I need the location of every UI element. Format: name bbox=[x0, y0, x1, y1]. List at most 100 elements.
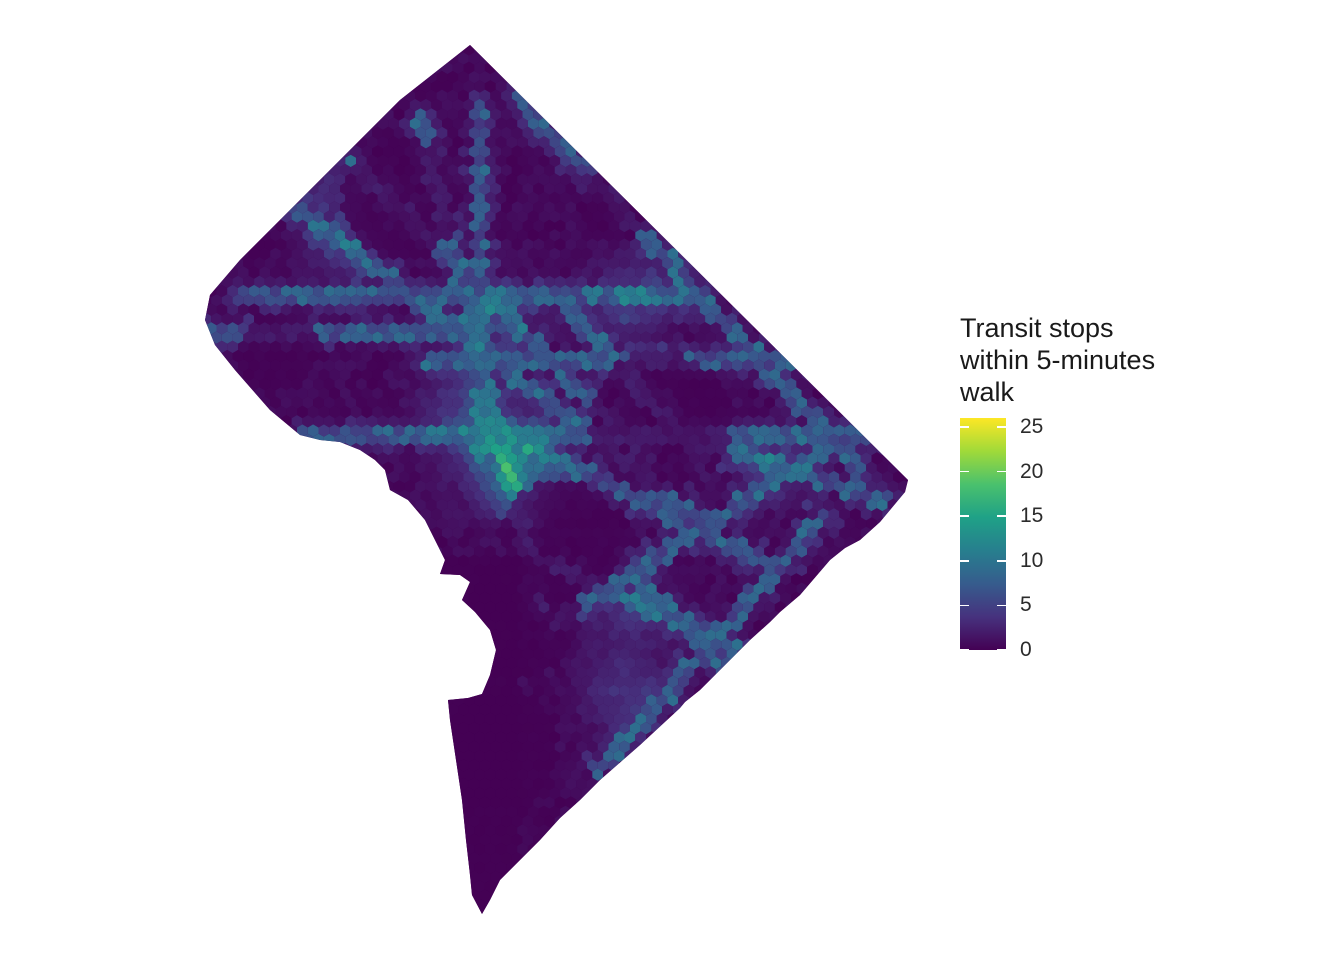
hex-cell bbox=[635, 508, 646, 521]
hex-cell bbox=[667, 359, 679, 372]
hex-cell bbox=[307, 201, 319, 214]
hex-cell bbox=[495, 377, 507, 391]
hex-cell bbox=[705, 219, 716, 233]
hex-cell bbox=[876, 45, 888, 47]
hex-cell bbox=[850, 377, 861, 391]
hex-cell bbox=[264, 312, 276, 326]
hex-cell bbox=[442, 154, 453, 168]
hex-cell bbox=[635, 601, 646, 614]
hex-cell bbox=[259, 582, 271, 595]
hex-cell bbox=[291, 154, 303, 168]
hex-cell bbox=[484, 136, 496, 149]
hex-cell bbox=[694, 71, 706, 84]
hex-cell bbox=[635, 415, 646, 428]
hex-cell bbox=[227, 377, 238, 391]
hex-cell bbox=[721, 489, 732, 502]
hex-cell bbox=[694, 331, 706, 344]
hex-cell bbox=[232, 219, 244, 233]
hex-cell bbox=[554, 257, 566, 270]
hex-cell bbox=[753, 638, 765, 651]
hex-cell bbox=[909, 294, 920, 306]
hex-cell bbox=[721, 508, 732, 521]
hex-cell bbox=[656, 284, 668, 298]
hex-cell bbox=[893, 154, 904, 168]
hex-cell bbox=[544, 443, 555, 456]
hex-cell bbox=[415, 126, 426, 140]
hex-cell bbox=[705, 71, 716, 84]
hex-cell bbox=[259, 415, 271, 428]
hex-cell bbox=[291, 173, 303, 186]
hex-cell bbox=[565, 498, 577, 512]
hex-cell bbox=[737, 387, 748, 400]
hex-cell bbox=[436, 52, 448, 65]
hex-cell bbox=[710, 359, 722, 372]
hex-cell bbox=[715, 164, 727, 177]
hex-cell bbox=[243, 71, 255, 84]
hex-cell bbox=[323, 396, 335, 409]
hex-cell bbox=[297, 666, 308, 679]
hex-cell bbox=[511, 405, 523, 419]
hex-cell bbox=[205, 591, 212, 605]
hex-cell bbox=[710, 340, 722, 354]
hex-cell bbox=[248, 489, 260, 502]
hex-cell bbox=[302, 452, 314, 465]
hex-cell bbox=[646, 61, 657, 75]
hex-cell bbox=[764, 601, 775, 614]
hex-cell bbox=[484, 322, 496, 335]
hex-cell bbox=[866, 461, 877, 474]
hex-cell bbox=[490, 331, 502, 344]
hex-cell bbox=[458, 219, 469, 233]
hex-cell bbox=[221, 164, 233, 177]
hex-cell bbox=[726, 71, 738, 84]
hex-cell bbox=[758, 145, 770, 158]
hex-cell bbox=[415, 182, 426, 195]
hex-cell bbox=[522, 703, 534, 716]
hex-cell bbox=[651, 145, 663, 158]
hex-cell bbox=[780, 257, 791, 270]
hex-cell bbox=[372, 387, 383, 400]
hex-cell bbox=[382, 126, 394, 140]
hex-cell bbox=[565, 647, 577, 660]
hex-cell bbox=[834, 312, 845, 326]
hex-cell bbox=[796, 396, 808, 409]
hex-cell bbox=[211, 45, 222, 47]
hex-cell bbox=[447, 591, 459, 605]
hex-cell bbox=[903, 433, 908, 447]
hex-cell bbox=[597, 498, 609, 512]
hex-cell bbox=[587, 45, 598, 47]
hex-cell bbox=[345, 284, 357, 298]
hex-cell bbox=[393, 536, 405, 549]
hex-cell bbox=[667, 284, 679, 298]
hex-cell bbox=[238, 229, 249, 242]
hex-cell bbox=[705, 145, 716, 158]
hex-cell bbox=[801, 331, 813, 344]
hex-cell bbox=[490, 294, 502, 307]
hex-cell bbox=[221, 684, 233, 698]
hex-cell bbox=[860, 377, 872, 391]
hex-cell bbox=[834, 145, 845, 158]
hex-cell bbox=[576, 71, 587, 84]
hex-cell bbox=[592, 396, 604, 409]
hex-cell bbox=[801, 45, 813, 47]
hex-cell bbox=[909, 145, 920, 157]
hex-cell bbox=[710, 303, 722, 316]
hex-cell bbox=[216, 98, 228, 112]
hex-cell bbox=[834, 424, 845, 437]
hex-cell bbox=[764, 173, 775, 186]
hex-cell bbox=[866, 368, 877, 381]
hex-cell bbox=[345, 154, 357, 168]
hex-cell bbox=[898, 405, 908, 419]
hex-cell bbox=[259, 433, 271, 447]
hex-cell bbox=[812, 703, 824, 716]
hex-cell bbox=[452, 712, 464, 726]
hex-cell bbox=[855, 89, 867, 102]
hex-cell bbox=[232, 647, 244, 660]
hex-cell bbox=[458, 164, 469, 177]
hex-cell bbox=[898, 536, 908, 549]
hex-cell bbox=[887, 387, 899, 400]
hex-cell bbox=[302, 638, 314, 651]
hex-cell bbox=[361, 312, 373, 326]
hex-cell bbox=[205, 573, 212, 586]
hex-cell bbox=[484, 526, 496, 540]
hex-cell bbox=[243, 480, 255, 493]
